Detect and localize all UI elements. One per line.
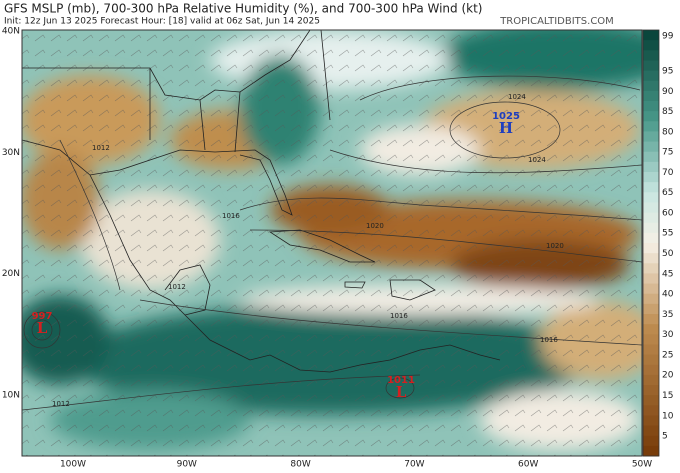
colorbar-swatch [643, 232, 659, 244]
longitude-label: 60W [518, 460, 538, 470]
colorbar-swatch [643, 121, 659, 132]
isobar-label: 1012 [168, 283, 186, 291]
colorbar-label: 70 [662, 168, 674, 178]
colorbar-swatch [643, 90, 659, 102]
colorbar-label: 95 [662, 67, 673, 77]
colorbar-label: 30 [662, 330, 674, 340]
colorbar-label: 40 [662, 290, 674, 300]
colorbar-swatch [643, 395, 659, 406]
map-frame [21, 29, 643, 457]
colorbar-swatch [643, 273, 659, 285]
latitude-label: 10N [2, 390, 20, 400]
colorbar-swatch [643, 435, 659, 447]
colorbar-swatch [643, 303, 659, 315]
center-pressure: 1011 [387, 375, 415, 386]
colorbar-swatch [643, 405, 659, 416]
colorbar-swatch [643, 40, 659, 51]
colorbar-swatch [643, 111, 659, 122]
colorbar-swatch [643, 172, 659, 183]
colorbar-swatch [643, 131, 659, 143]
isobar-label: 1016 [222, 212, 240, 220]
longitude-label: 100W [60, 460, 86, 470]
colorbar-swatch [643, 374, 659, 386]
isobars [22, 75, 642, 411]
colorbar-label: 65 [662, 188, 673, 198]
center-symbol: H [499, 119, 513, 137]
colorbar-swatch [643, 30, 659, 41]
colorbar-frame [642, 29, 660, 457]
center-symbol: L [396, 383, 407, 401]
colorbar-swatch [643, 141, 659, 153]
colorbar-swatch [643, 385, 659, 396]
colorbar-label: 5 [662, 432, 668, 442]
longitude-label: 90W [177, 460, 197, 470]
colorbar-swatch [643, 151, 659, 163]
longitude-label: 50W [632, 460, 652, 470]
isobar-label: 1020 [546, 242, 564, 250]
colorbar-swatch [643, 161, 659, 173]
map-field [22, 30, 642, 456]
colorbar-swatch [643, 80, 659, 92]
colorbar-swatch [643, 445, 659, 457]
colorbar-label: 35 [662, 310, 673, 320]
colorbar-swatch [643, 283, 659, 295]
colorbar-label: 55 [662, 229, 673, 239]
colorbar-swatch [643, 202, 659, 214]
colorbar-swatch [643, 293, 659, 305]
center-pressure: 997 [32, 311, 53, 322]
colorbar-swatch [643, 425, 659, 437]
colorbar-label: 80 [662, 127, 674, 137]
colorbar-label: 20 [662, 371, 674, 381]
colorbar-swatch [643, 192, 659, 203]
colorbar-swatch [643, 243, 659, 254]
colorbar-label: 45 [662, 269, 673, 279]
colorbar-swatch [643, 70, 659, 82]
map-title: GFS MSLP (mb), 700-300 hPa Relative Humi… [4, 2, 482, 16]
isobar-label: 1020 [366, 222, 384, 230]
colorbar-label: 75 [662, 148, 673, 158]
coastlines [22, 30, 501, 373]
center-pressure: 1025 [492, 111, 520, 122]
colorbar-label: 15 [662, 391, 673, 401]
isobar-label: 1012 [92, 144, 110, 152]
colorbar-swatch [643, 415, 659, 427]
colorbar-swatch [643, 344, 659, 356]
map-subtitle: Init: 12z Jun 13 2025 Forecast Hour: [18… [4, 17, 320, 27]
colorbar-swatch [643, 253, 659, 264]
center-symbol: L [37, 319, 48, 337]
latitude-label: 40N [2, 27, 20, 37]
isobar-label: 1024 [508, 93, 526, 101]
colorbar-label: 90 [662, 87, 674, 97]
colorbar-label: 99 [662, 32, 674, 42]
colorbar-swatch [643, 364, 659, 376]
colorbar-swatch [643, 354, 659, 366]
longitude-label: 70W [404, 460, 424, 470]
isobar-label: 1024 [528, 156, 546, 164]
isobar-label: 1012 [52, 400, 70, 408]
colorbar-swatch [643, 324, 659, 335]
colorbar-swatch [643, 182, 659, 193]
colorbar-swatch [643, 60, 659, 72]
longitude-label: 80W [290, 460, 310, 470]
colorbar-swatch [643, 222, 659, 234]
colorbar-label: 25 [662, 350, 673, 360]
colorbar-swatch [643, 263, 659, 274]
colorbar-label: 60 [662, 208, 674, 218]
colorbar-label: 50 [662, 249, 674, 259]
isobar-label: 1016 [390, 312, 408, 320]
colorbar-swatch [643, 212, 659, 224]
colorbar-swatch [643, 50, 659, 61]
latitude-label: 20N [2, 269, 20, 279]
wind-barbs [22, 30, 642, 456]
colorbar-swatch [643, 101, 659, 112]
colorbar-swatch [643, 334, 659, 345]
latitude-label: 30N [2, 148, 20, 158]
credit: TROPICALTIDBITS.COM [499, 16, 614, 27]
colorbar-swatch [643, 314, 659, 325]
colorbar-label: 10 [662, 411, 674, 421]
isobar-label: 1016 [540, 336, 558, 344]
colorbar-label: 85 [662, 107, 673, 117]
